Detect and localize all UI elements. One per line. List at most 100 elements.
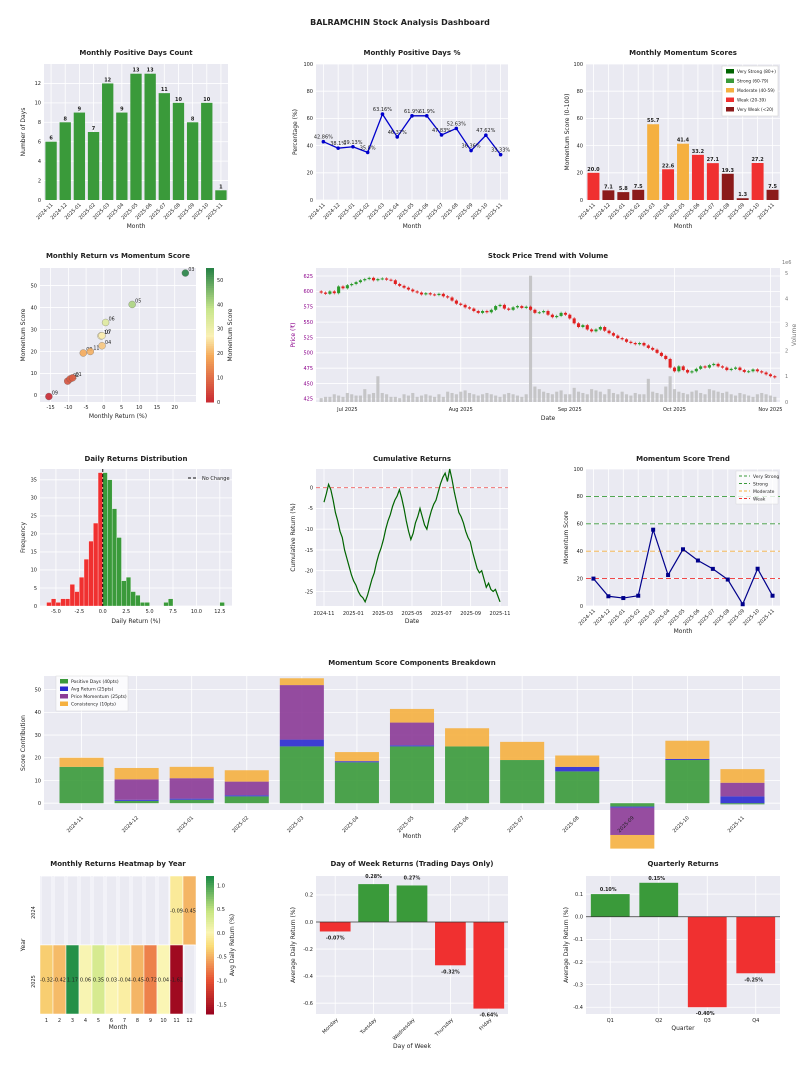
candle-body [620,338,624,340]
volume-bar [350,394,354,402]
histogram-bar [163,602,169,607]
volume-bar [337,395,341,402]
heatmap-cell-label: 0.04 [158,978,169,984]
bar-value-label: 10 [203,97,210,103]
colorbar-cell [206,290,214,294]
y-tick-label: 80 [577,494,583,500]
candle-body [415,291,419,293]
volume-bar [751,396,755,402]
volume-bar [380,392,384,402]
colorbar-cell [206,288,214,291]
colorbar-cell [206,355,214,358]
x-tick-label: Thursday [433,1017,454,1038]
volume-bar [607,389,611,402]
bar [358,884,389,922]
bar-value-label: 6 [49,136,53,142]
x-axis-label: Quarter [671,1025,695,1032]
legend-label: Very Strong (80+) [737,69,776,75]
candle-body [716,363,720,367]
y-tick-label: 20 [35,756,41,762]
y-tick-label: 10 [35,101,41,107]
data-label: 47.83% [432,128,451,134]
colorbar-cell [206,348,214,352]
colorbar-cell [206,912,214,916]
volume-bar [729,394,733,402]
y-tick-label: 20 [31,532,37,538]
y-tick-label: 0 [310,198,313,204]
candle-body [738,367,742,371]
x-tick-label: 2025-08 [562,815,581,834]
y-tick-label: 2 [38,178,41,184]
data-label: 52.63% [447,121,466,127]
colorbar-cell [206,954,214,957]
stacked-bar-segment [279,746,324,804]
bar-value-label: -0.25% [744,977,763,983]
data-point [484,133,488,138]
stacked-bar-segment [555,771,600,804]
x-tick-label: 9 [149,1018,152,1024]
stacked-bar-segment [224,796,269,804]
x-tick-label: Q2 [655,1018,662,1024]
candle-body [498,304,502,307]
x-tick-label: 5.0 [146,609,154,615]
colorbar-cell [206,899,214,902]
legend-swatch [60,694,68,699]
volume-bar [677,391,681,402]
candle-body [768,374,773,377]
volume-bar [720,392,725,402]
colorbar-cell [206,310,214,314]
price-plot [316,268,780,402]
colorbar-cell [206,922,214,925]
bar-value-label: 9 [120,107,124,113]
colorbar-cell [206,305,214,309]
bar [721,173,734,200]
legend-swatch [726,88,734,93]
volume-bar [598,391,602,402]
x-tick-label: 6 [110,1018,113,1024]
histogram-plot [40,469,232,606]
y-tick-label: 60 [307,116,313,122]
colorbar-tick-label: 0 [217,400,220,406]
x-axis-label: Month [109,1024,128,1031]
x-axis-label: Month [403,223,422,230]
colorbar-cell [206,940,214,944]
histogram-bar [65,598,71,607]
colorbar-cell [206,330,214,334]
y-tick-label: 0 [34,393,37,399]
colorbar-cell [206,368,214,372]
colorbar-cell [206,323,214,327]
histogram-bar [93,522,99,607]
bar [751,163,764,200]
colorbar-tick-label: 40 [217,302,223,308]
candle-body [376,279,380,281]
colorbar-cell [206,386,214,390]
bar-value-label: -0.40% [696,1011,715,1017]
candle-body [611,333,615,336]
volume-bar [638,394,642,402]
candle-body [428,293,432,295]
volume-bar [437,394,441,402]
y-tick-label: 60 [577,522,583,528]
y-axis-label: Momentum Score [563,511,570,564]
x-tick-label: 15 [154,405,160,411]
scatter-point [79,349,87,357]
bar-value-label: 33.2 [692,149,705,155]
colorbar-cell [206,1000,214,1003]
bar-value-label: 55.7 [647,118,660,124]
y-tick-label: 2025 [31,975,37,988]
volume-bar [476,395,480,402]
heatmap-empty-cell [131,875,144,946]
point-label: 09 [52,391,58,397]
candle-body [677,366,681,372]
bar [691,154,704,200]
heatmap-empty-cell [66,875,79,946]
stacked-bar-segment [389,745,435,747]
heatmap-empty-cell [157,875,170,946]
colorbar-cell [206,390,214,394]
data-point [666,573,671,578]
candle-body [441,293,445,297]
volume-bar [768,395,773,402]
candle-body [581,325,585,328]
x-tick-label: 2025-11 [757,608,776,627]
colorbar-cell [206,377,214,381]
